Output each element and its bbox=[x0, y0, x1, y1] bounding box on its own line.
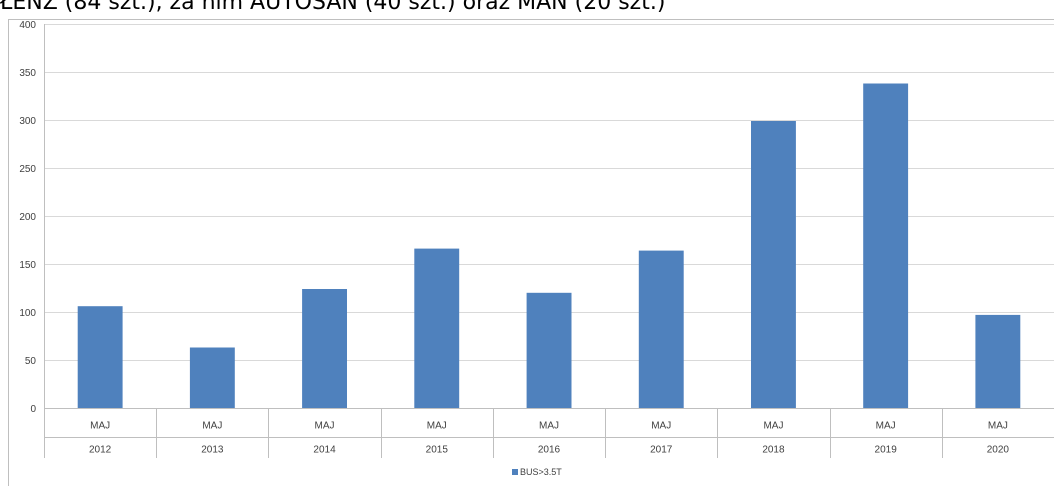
header-text: ŁENZ (84 szt.), za nim AUTOSAN (40 szt.)… bbox=[0, 0, 666, 15]
x-tick-label-month: MAJ bbox=[202, 421, 222, 432]
x-tick-label-month: MAJ bbox=[427, 421, 447, 432]
bar-2012 bbox=[77, 306, 123, 408]
bar-2018 bbox=[751, 121, 796, 408]
x-tick-label-month: MAJ bbox=[763, 421, 783, 432]
x-tick-label-year: 2017 bbox=[650, 445, 673, 456]
bar-2019 bbox=[863, 83, 909, 408]
y-tick-label: 200 bbox=[19, 212, 36, 223]
y-tick-label: 250 bbox=[19, 164, 36, 175]
bar-2013 bbox=[189, 347, 235, 408]
legend-label: BUS>3.5T bbox=[520, 467, 562, 477]
y-tick-label: 400 bbox=[19, 20, 36, 31]
x-tick-label-year: 2020 bbox=[987, 445, 1010, 456]
x-tick-label-year: 2015 bbox=[426, 445, 449, 456]
x-tick-label-month: MAJ bbox=[539, 421, 559, 432]
x-tick-label-month: MAJ bbox=[876, 421, 896, 432]
x-tick-label-month: MAJ bbox=[90, 421, 110, 432]
x-tick-label-year: 2018 bbox=[762, 445, 785, 456]
x-tick-label-year: 2012 bbox=[89, 445, 112, 456]
bar-2017 bbox=[638, 250, 684, 408]
x-tick-label-month: MAJ bbox=[988, 421, 1008, 432]
y-tick-label: 300 bbox=[19, 116, 36, 127]
x-tick-label-year: 2014 bbox=[313, 445, 336, 456]
y-tick-label: 350 bbox=[19, 68, 36, 79]
x-tick-label-year: 2013 bbox=[201, 445, 224, 456]
x-tick-label-month: MAJ bbox=[651, 421, 671, 432]
bar-2016 bbox=[526, 292, 572, 408]
bar-2020 bbox=[975, 314, 1021, 408]
bar-2014 bbox=[302, 289, 347, 408]
legend-swatch bbox=[512, 469, 518, 475]
y-tick-label: 150 bbox=[19, 260, 36, 271]
y-tick-label: 100 bbox=[19, 308, 36, 319]
y-tick-label: 0 bbox=[30, 404, 36, 415]
x-tick-label-year: 2019 bbox=[875, 445, 898, 456]
x-tick-label-month: MAJ bbox=[315, 421, 335, 432]
x-tick-label-year: 2016 bbox=[538, 445, 561, 456]
chart-frame bbox=[8, 19, 1054, 486]
bar-2015 bbox=[414, 248, 460, 408]
y-tick-label: 50 bbox=[25, 356, 37, 367]
